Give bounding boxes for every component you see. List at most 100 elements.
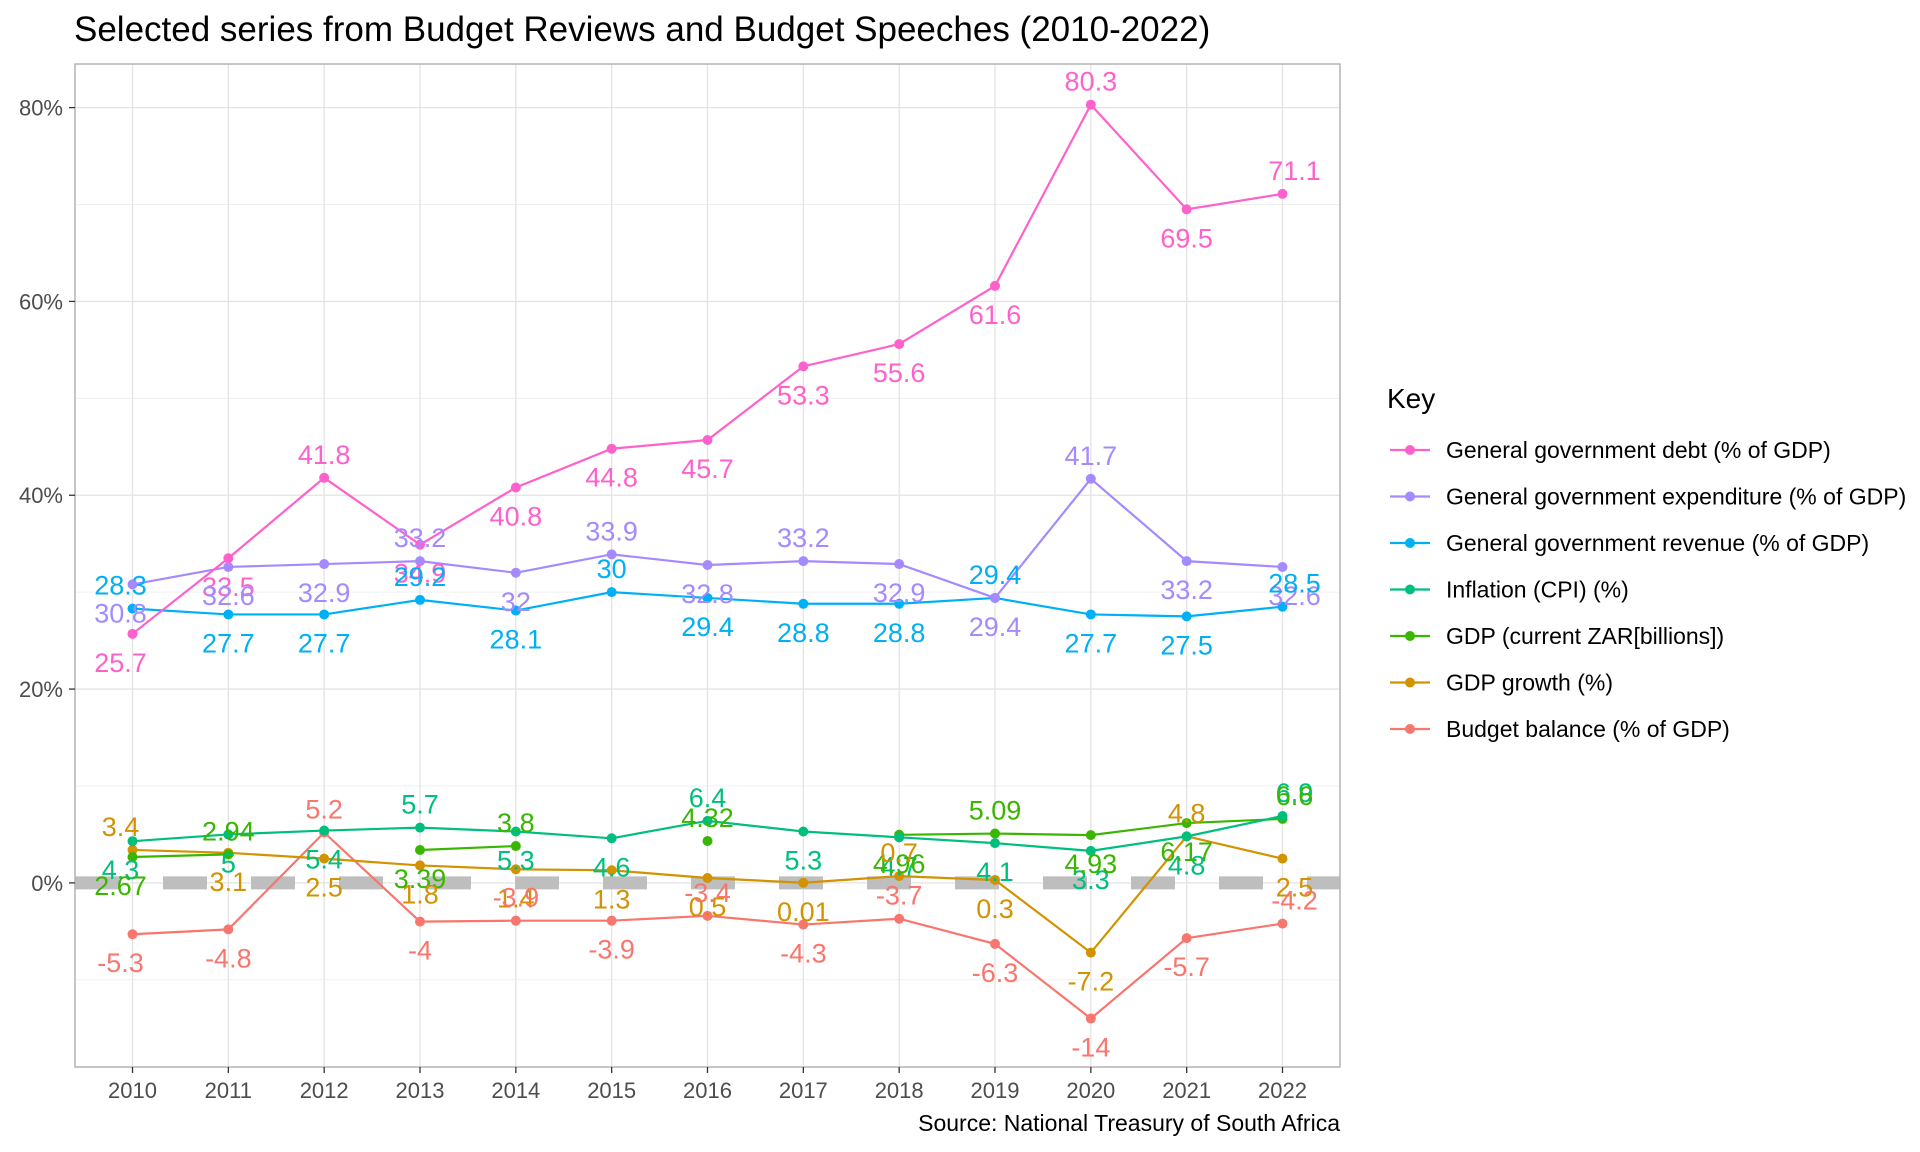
data-point <box>1277 561 1288 572</box>
data-point <box>702 836 713 847</box>
data-point <box>1085 845 1096 856</box>
data-point <box>606 587 617 598</box>
data-label: 5.09 <box>969 796 1022 826</box>
legend-label: General government debt (% of GDP) <box>1446 437 1831 463</box>
data-label: 33.2 <box>1160 575 1213 605</box>
legend-label: General government expenditure (% of GDP… <box>1446 484 1906 510</box>
data-point <box>702 560 713 571</box>
data-label: 32.9 <box>298 578 351 608</box>
data-label: -3.9 <box>588 935 635 965</box>
y-tick-label: 0% <box>31 871 63 896</box>
data-label: 0.01 <box>777 897 830 927</box>
data-label: 3.8 <box>497 808 535 838</box>
data-point <box>223 609 234 620</box>
data-point <box>606 865 617 876</box>
data-label: 6.9 <box>1276 778 1314 808</box>
data-label: 1.8 <box>401 879 439 909</box>
data-label: 6.6 <box>1276 781 1314 811</box>
data-point <box>990 838 1000 849</box>
source-caption: Source: National Treasury of South Afric… <box>918 1110 1340 1136</box>
legend-title: Key <box>1387 383 1435 414</box>
data-label: 33.5 <box>202 572 255 602</box>
data-point <box>702 815 713 826</box>
data-point <box>510 605 521 616</box>
legend-key-point <box>1405 584 1415 595</box>
data-label: 2.5 <box>305 873 343 903</box>
data-point <box>1085 609 1096 620</box>
data-label: 40.8 <box>490 501 543 531</box>
series-line <box>132 853 229 859</box>
data-point <box>510 915 521 926</box>
chart-title: Selected series from Budget Reviews and … <box>74 10 1210 49</box>
data-point <box>319 825 330 836</box>
data-label: 55.6 <box>873 358 926 388</box>
data-point <box>415 845 425 856</box>
data-label: 3.39 <box>394 864 447 894</box>
data-label: -7.2 <box>1068 967 1115 997</box>
data-label: 28.8 <box>873 618 926 648</box>
legend-key-point <box>1405 631 1415 641</box>
data-point <box>1181 933 1192 944</box>
data-label: 29.2 <box>394 562 447 592</box>
data-point <box>1277 811 1288 822</box>
data-label: 1.4 <box>497 883 535 913</box>
data-point <box>127 851 138 862</box>
data-point <box>1181 611 1192 622</box>
data-label: 5 <box>221 848 236 878</box>
data-label: 33.9 <box>585 516 638 546</box>
data-label: 32.6 <box>202 581 255 611</box>
data-point <box>127 603 138 614</box>
data-label: 61.6 <box>969 300 1022 330</box>
data-point <box>702 592 713 603</box>
data-point <box>702 873 713 884</box>
data-label: 5.2 <box>305 794 343 824</box>
data-label: -5.3 <box>97 948 144 978</box>
legend-item: GDP (current ZAR[billions]) <box>1390 623 1724 649</box>
data-label: 34.9 <box>394 559 447 589</box>
data-label: 30 <box>597 554 627 584</box>
data-label: 41.8 <box>298 440 351 470</box>
series-line <box>419 844 516 852</box>
data-point <box>894 871 905 882</box>
data-label: 32.8 <box>681 579 734 609</box>
data-point <box>798 877 809 888</box>
data-label: 0.5 <box>689 892 727 922</box>
data-label: -3.7 <box>876 881 923 911</box>
series-group <box>127 99 1288 639</box>
data-label: 28.3 <box>94 571 147 601</box>
x-tick-label: 2011 <box>205 1078 252 1103</box>
legend-label: GDP (current ZAR[billions]) <box>1446 623 1724 649</box>
x-tick-label: 2015 <box>587 1078 636 1103</box>
data-point <box>1181 818 1192 829</box>
legend-key-point <box>1405 724 1415 734</box>
legend-key-point <box>1405 491 1415 502</box>
x-tick-label: 2022 <box>1258 1078 1307 1103</box>
data-label: 28.1 <box>490 625 543 655</box>
x-tick-label: 2020 <box>1066 1078 1115 1103</box>
data-label: 1.3 <box>593 884 631 914</box>
data-label: 53.3 <box>777 380 830 410</box>
data-point <box>1085 99 1096 110</box>
data-label: 4.96 <box>873 849 926 879</box>
data-label: 5.4 <box>305 845 343 875</box>
x-tick-label: 2021 <box>1162 1078 1211 1103</box>
data-label: -4.8 <box>205 943 252 973</box>
data-point <box>1277 918 1288 929</box>
legend-key-point <box>1405 677 1415 688</box>
data-point <box>798 556 809 567</box>
data-point <box>606 915 617 926</box>
data-label: 33.2 <box>394 523 447 553</box>
data-point <box>510 567 521 578</box>
data-point <box>319 609 330 620</box>
data-point <box>798 826 809 837</box>
data-label: 4.8 <box>1168 798 1206 828</box>
data-label: -6.3 <box>972 958 1019 988</box>
data-point <box>127 929 138 940</box>
data-point <box>319 559 330 570</box>
legend-item: General government expenditure (% of GDP… <box>1390 484 1906 510</box>
data-point <box>415 539 425 550</box>
data-label: 4.6 <box>593 852 631 882</box>
legend-label: GDP growth (%) <box>1446 670 1613 696</box>
